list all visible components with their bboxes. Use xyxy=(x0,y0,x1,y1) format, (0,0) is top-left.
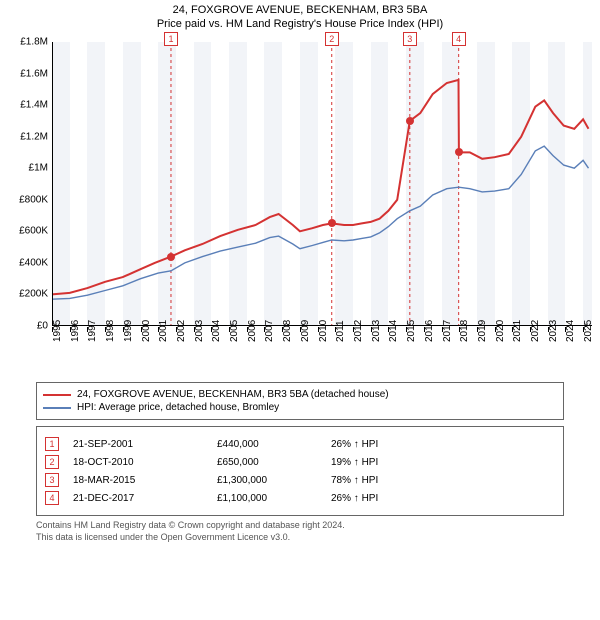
transaction-marker: 3 xyxy=(403,32,417,46)
chart-svg xyxy=(52,42,592,326)
transaction-date: 21-SEP-2001 xyxy=(73,439,203,450)
x-axis-label: 2025 xyxy=(583,320,600,342)
y-axis-label: £200K xyxy=(6,289,48,300)
transaction-badge: 1 xyxy=(45,437,59,451)
y-axis-label: £1.4M xyxy=(6,100,48,111)
y-axis-label: £1.2M xyxy=(6,131,48,142)
y-axis-label: £800K xyxy=(6,194,48,205)
transaction-date: 18-MAR-2015 xyxy=(73,475,203,486)
y-axis-label: £1M xyxy=(6,163,48,174)
legend-swatch xyxy=(43,394,71,396)
footer-attribution: Contains HM Land Registry data © Crown c… xyxy=(36,520,564,542)
y-axis-label: £400K xyxy=(6,257,48,268)
transaction-dot xyxy=(167,253,175,261)
footer-line-2: This data is licensed under the Open Gov… xyxy=(36,532,564,542)
transaction-dot xyxy=(406,117,414,125)
y-axis-label: £600K xyxy=(6,226,48,237)
transaction-marker: 2 xyxy=(325,32,339,46)
transaction-date: 18-OCT-2010 xyxy=(73,457,203,468)
transaction-date: 21-DEC-2017 xyxy=(73,493,203,504)
transaction-price: £440,000 xyxy=(217,439,317,450)
transaction-delta: 19% ↑ HPI xyxy=(331,457,555,468)
transaction-delta: 78% ↑ HPI xyxy=(331,475,555,486)
title-address: 24, FOXGROVE AVENUE, BECKENHAM, BR3 5BA xyxy=(0,4,600,16)
legend-label: HPI: Average price, detached house, Brom… xyxy=(77,402,279,413)
legend-swatch xyxy=(43,407,71,409)
legend-row: HPI: Average price, detached house, Brom… xyxy=(43,402,557,413)
chart-area: 1234 £0 £200K £400K £600K £800K £1M £1.2M £1.4M… xyxy=(0,36,600,376)
hpi-line xyxy=(52,146,589,299)
legend-label: 24, FOXGROVE AVENUE, BECKENHAM, BR3 5BA … xyxy=(77,389,389,400)
transaction-dot xyxy=(455,148,463,156)
transaction-row: 2 18-OCT-2010 £650,000 19% ↑ HPI xyxy=(45,455,555,469)
transaction-row: 4 21-DEC-2017 £1,100,000 26% ↑ HPI xyxy=(45,491,555,505)
transactions-table: 1 21-SEP-2001 £440,000 26% ↑ HPI 2 18-OCT-201… xyxy=(36,426,564,516)
transaction-marker: 1 xyxy=(164,32,178,46)
plot-area: 1234 xyxy=(52,42,592,326)
transaction-price: £650,000 xyxy=(217,457,317,468)
property-line xyxy=(52,80,589,295)
y-axis-label: £1.8M xyxy=(6,37,48,48)
transaction-delta: 26% ↑ HPI xyxy=(331,439,555,450)
transaction-badge: 3 xyxy=(45,473,59,487)
chart-titles: 24, FOXGROVE AVENUE, BECKENHAM, BR3 5BA … xyxy=(0,0,600,30)
y-axis-label: £0 xyxy=(6,321,48,332)
transaction-badge: 2 xyxy=(45,455,59,469)
transaction-price: £1,100,000 xyxy=(217,493,317,504)
transaction-row: 1 21-SEP-2001 £440,000 26% ↑ HPI xyxy=(45,437,555,451)
legend-row: 24, FOXGROVE AVENUE, BECKENHAM, BR3 5BA … xyxy=(43,389,557,400)
transaction-marker: 4 xyxy=(452,32,466,46)
transaction-delta: 26% ↑ HPI xyxy=(331,493,555,504)
transaction-dot xyxy=(328,219,336,227)
y-axis-label: £1.6M xyxy=(6,68,48,79)
title-subtitle: Price paid vs. HM Land Registry's House … xyxy=(0,18,600,30)
transaction-price: £1,300,000 xyxy=(217,475,317,486)
transaction-badge: 4 xyxy=(45,491,59,505)
y-axis-line xyxy=(52,42,53,326)
legend-box: 24, FOXGROVE AVENUE, BECKENHAM, BR3 5BA … xyxy=(36,382,564,420)
footer-line-1: Contains HM Land Registry data © Crown c… xyxy=(36,520,564,530)
transaction-row: 3 18-MAR-2015 £1,300,000 78% ↑ HPI xyxy=(45,473,555,487)
